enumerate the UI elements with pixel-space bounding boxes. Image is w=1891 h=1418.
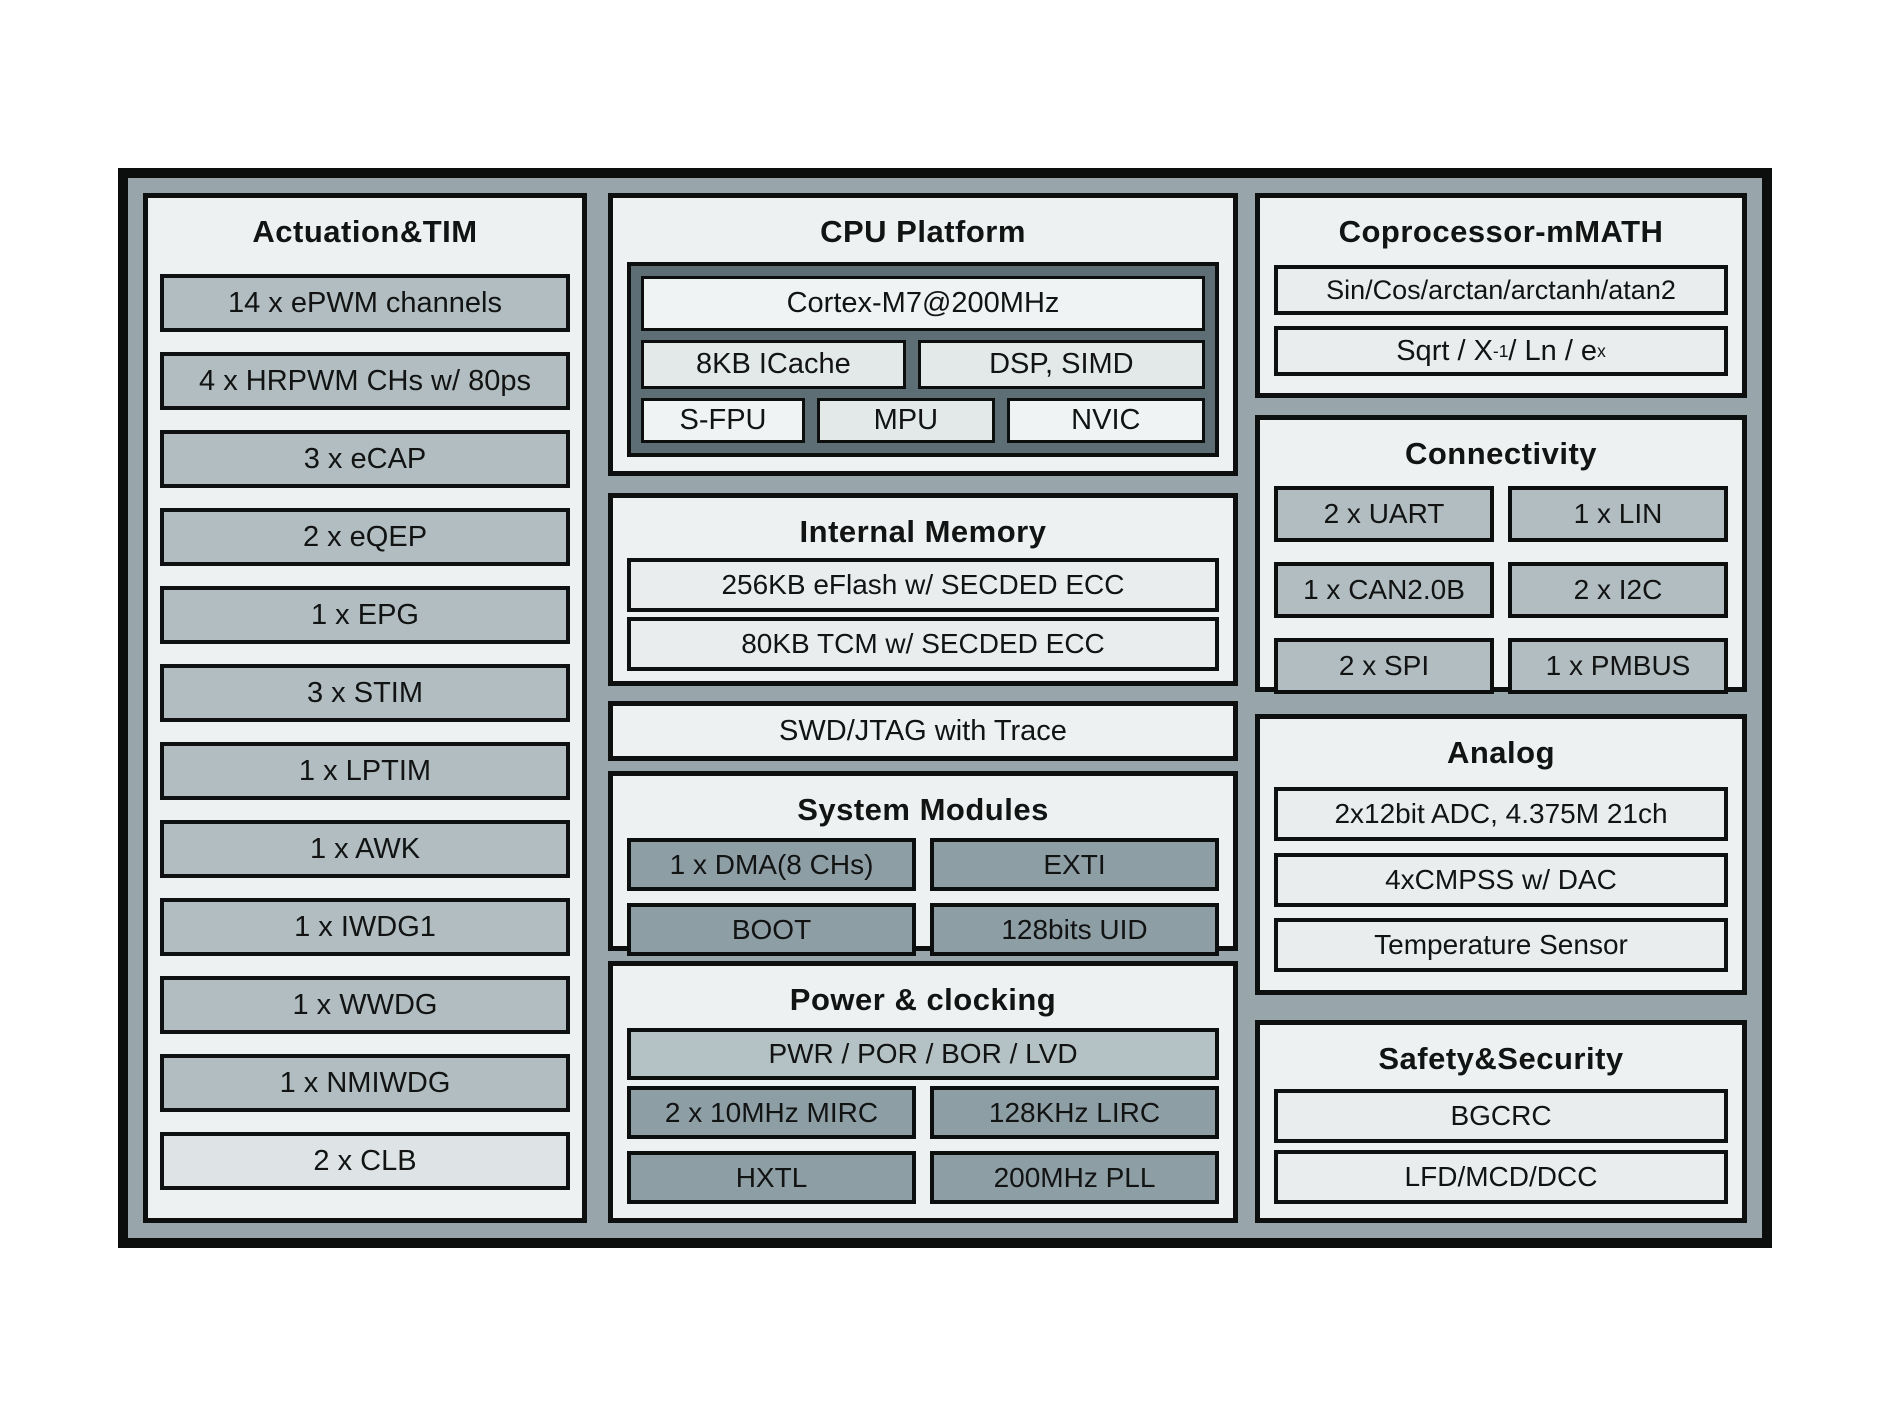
block-spi: 2 x SPI [1274, 638, 1494, 694]
block-cmpss: 4xCMPSS w/ DAC [1274, 852, 1728, 907]
panel-analog: Analog 2x12bit ADC, 4.375M 21ch 4xCMPSS … [1255, 714, 1747, 995]
block-tcm: 80KB TCM w/ SECDED ECC [627, 616, 1219, 671]
block-i2c: 2 x I2C [1508, 562, 1728, 618]
block-clb: 2 x CLB [160, 1132, 570, 1190]
connectivity-grid: 2 x UART 1 x LIN 1 x CAN2.0B 2 x I2C 2 x… [1274, 486, 1728, 694]
block-exti: EXTI [930, 838, 1219, 891]
memory-rows: 256KB eFlash w/ SECDED ECC 80KB TCM w/ S… [613, 554, 1233, 681]
block-pwr-por-bor-lvd: PWR / POR / BOR / LVD [627, 1028, 1219, 1080]
cpu-core-frame: Cortex-M7@200MHz 8KB ICache DSP, SIMD S-… [627, 262, 1219, 457]
block-lirc: 128KHz LIRC [930, 1086, 1219, 1139]
block-stim: 3 x STIM [160, 664, 570, 722]
panel-swd-jtag: SWD/JTAG with Trace [608, 701, 1238, 761]
block-can: 1 x CAN2.0B [1274, 562, 1494, 618]
block-wwdg: 1 x WWDG [160, 976, 570, 1034]
block-dma: 1 x DMA(8 CHs) [627, 838, 916, 891]
actuation-item-list: 14 x ePWM channels 4 x HRPWM CHs w/ 80ps… [148, 254, 582, 1218]
block-eflash: 256KB eFlash w/ SECDED ECC [627, 558, 1219, 613]
block-lfd-mcd-dcc: LFD/MCD/DCC [1274, 1150, 1728, 1205]
panel-title-actuation-tim: Actuation&TIM [252, 214, 478, 249]
panel-title-analog: Analog [1446, 735, 1556, 770]
cpu-row-fpu-mpu-nvic: S-FPU MPU NVIC [641, 397, 1205, 443]
block-pmbus: 1 x PMBUS [1508, 638, 1728, 694]
panel-system-modules: System Modules 1 x DMA(8 CHs) EXTI BOOT … [608, 771, 1238, 956]
system-modules-grid: 1 x DMA(8 CHs) EXTI BOOT 128bits UID [627, 838, 1219, 956]
block-mirc: 2 x 10MHz MIRC [627, 1086, 916, 1139]
panel-title-power-clocking: Power & clocking [789, 982, 1057, 1017]
panel-cpu-platform: CPU Platform Cortex-M7@200MHz 8KB ICache… [608, 193, 1238, 476]
block-iwdg1: 1 x IWDG1 [160, 898, 570, 956]
panel-power-clocking: Power & clocking PWR / POR / BOR / LVD 2… [608, 961, 1238, 1223]
column-left: Actuation&TIM 14 x ePWM channels 4 x HRP… [143, 193, 587, 1223]
cpu-row-cache-dsp: 8KB ICache DSP, SIMD [641, 339, 1205, 389]
block-temp-sensor: Temperature Sensor [1274, 918, 1728, 973]
panel-connectivity: Connectivity 2 x UART 1 x LIN 1 x CAN2.0… [1255, 415, 1747, 694]
block-awk: 1 x AWK [160, 820, 570, 878]
block-dsp-simd: DSP, SIMD [917, 339, 1205, 389]
block-hrpwm: 4 x HRPWM CHs w/ 80ps [160, 352, 570, 410]
block-adc: 2x12bit ADC, 4.375M 21ch [1274, 786, 1728, 841]
panel-title-internal-memory: Internal Memory [799, 514, 1047, 549]
block-uart: 2 x UART [1274, 486, 1494, 542]
block-cortex-m7: Cortex-M7@200MHz [641, 276, 1205, 331]
block-lptim: 1 x LPTIM [160, 742, 570, 800]
block-epg: 1 x EPG [160, 586, 570, 644]
block-nmiwdg: 1 x NMIWDG [160, 1054, 570, 1112]
panel-internal-memory: Internal Memory 256KB eFlash w/ SECDED E… [608, 493, 1238, 686]
block-bgcrc: BGCRC [1274, 1088, 1728, 1143]
block-nvic: NVIC [1006, 397, 1205, 443]
block-epwm: 14 x ePWM channels [160, 274, 570, 332]
block-lin: 1 x LIN [1508, 486, 1728, 542]
math-rows: Sin/Cos/arctan/arctanh/atan2 Sqrt / X -1 … [1260, 254, 1742, 393]
panel-coprocessor-mmath: Coprocessor-mMATH Sin/Cos/arctan/arctanh… [1255, 193, 1747, 398]
block-sfpu: S-FPU [641, 397, 805, 443]
block-boot: BOOT [627, 903, 916, 956]
mcu-block-diagram: Actuation&TIM 14 x ePWM channels 4 x HRP… [118, 168, 1772, 1248]
column-middle: CPU Platform Cortex-M7@200MHz 8KB ICache… [608, 193, 1238, 1223]
panel-title-connectivity: Connectivity [1404, 436, 1598, 471]
panel-title-system-modules: System Modules [797, 792, 1049, 827]
panel-safety-security: Safety&Security BGCRC LFD/MCD/DCC [1255, 1020, 1747, 1223]
safety-rows: BGCRC LFD/MCD/DCC [1260, 1081, 1742, 1218]
block-icache: 8KB ICache [641, 339, 906, 389]
block-trig-functions: Sin/Cos/arctan/arctanh/atan2 [1274, 265, 1728, 315]
block-uid: 128bits UID [930, 903, 1219, 956]
block-swd-jtag-label: SWD/JTAG with Trace [779, 714, 1067, 747]
block-pll: 200MHz PLL [930, 1151, 1219, 1204]
diagram-columns: Actuation&TIM 14 x ePWM channels 4 x HRP… [143, 193, 1747, 1223]
block-hxtl: HXTL [627, 1151, 916, 1204]
analog-rows: 2x12bit ADC, 4.375M 21ch 4xCMPSS w/ DAC … [1260, 775, 1742, 990]
cpu-row-core: Cortex-M7@200MHz [641, 276, 1205, 331]
panel-actuation-tim: Actuation&TIM 14 x ePWM channels 4 x HRP… [143, 193, 587, 1223]
block-ecap: 3 x eCAP [160, 430, 570, 488]
panel-title-safety-security: Safety&Security [1378, 1041, 1624, 1076]
power-grid: 2 x 10MHz MIRC 128KHz LIRC HXTL 200MHz P… [627, 1086, 1219, 1204]
panel-title-cpu-platform: CPU Platform [820, 214, 1026, 249]
sqrt-text-b: / Ln / e [1508, 334, 1598, 367]
column-right: Coprocessor-mMATH Sin/Cos/arctan/arctanh… [1255, 193, 1747, 1223]
sqrt-text-a: Sqrt / X [1396, 334, 1493, 367]
block-eqep: 2 x eQEP [160, 508, 570, 566]
block-mpu: MPU [816, 397, 995, 443]
panel-title-coprocessor-mmath: Coprocessor-mMATH [1338, 214, 1664, 249]
